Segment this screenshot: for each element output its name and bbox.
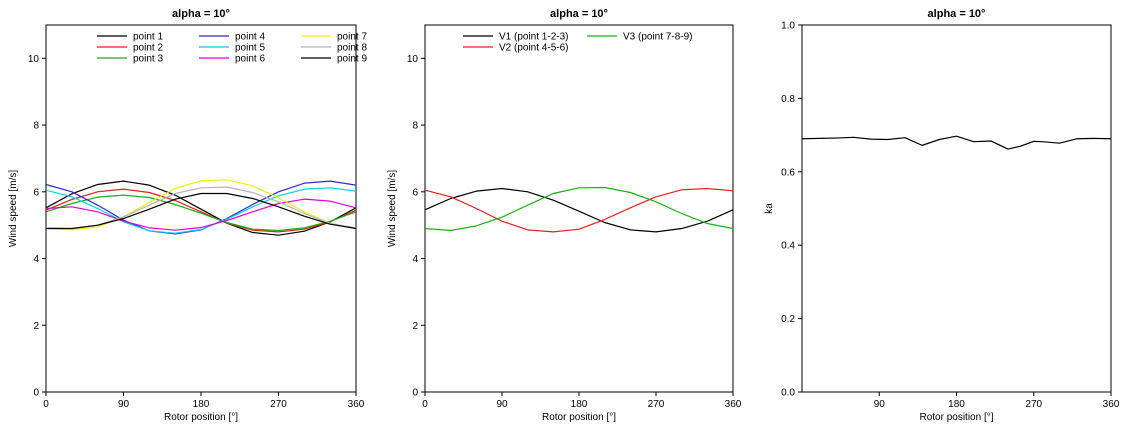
x-tick-label: 360: [725, 399, 742, 410]
series-line-point-9: [46, 192, 356, 230]
y-tick-label: 0.6: [781, 167, 795, 178]
y-tick-label: 6: [412, 187, 418, 198]
x-tick-label: 180: [193, 399, 210, 410]
legend-label: point 1: [133, 32, 163, 43]
legend-label: point 9: [337, 54, 367, 65]
chart-title: alpha = 10°: [550, 8, 608, 20]
x-axis-label: Rotor position [°]: [542, 412, 616, 423]
series-line-v3-point-7-8-9: [425, 186, 733, 232]
x-axis-label: Rotor position [°]: [919, 412, 993, 423]
y-tick-label: 0: [33, 388, 39, 399]
chart-title: alpha = 10°: [928, 8, 986, 20]
y-tick-label: 10: [407, 54, 419, 65]
y-tick-label: 2: [33, 321, 39, 332]
y-tick-label: 0.8: [781, 94, 795, 105]
x-tick-label: 270: [648, 399, 665, 410]
legend-label: point 8: [337, 43, 367, 54]
y-axis-label: Wind speed [m/s]: [8, 170, 19, 247]
y-tick-label: 8: [412, 121, 418, 132]
y-tick-label: 0.2: [781, 314, 795, 325]
x-tick-label: 270: [270, 399, 287, 410]
y-tick-label: 4: [33, 254, 39, 265]
legend-label: point 2: [133, 43, 163, 54]
y-tick-label: 8: [33, 121, 39, 132]
x-tick-label: 0: [43, 399, 49, 410]
series-line-v1-point-1-2-3: [425, 187, 733, 233]
series-line-point-2: [46, 188, 356, 233]
y-tick-label: 4: [412, 254, 418, 265]
plot-area-frame: [801, 24, 1112, 393]
legend-label: point 3: [133, 54, 163, 65]
legend-label: point 4: [235, 32, 265, 43]
series-line-point-1: [46, 180, 356, 236]
series-line-point-3: [46, 194, 356, 232]
y-axis-label: Wind speed [m/s]: [387, 170, 398, 247]
x-tick-label: 270: [1025, 399, 1042, 410]
x-tick-label: 90: [496, 399, 508, 410]
legend-label: point 5: [235, 43, 265, 54]
x-tick-label: 90: [874, 399, 886, 410]
x-tick-label: 180: [948, 399, 965, 410]
y-tick-label: 1.0: [781, 21, 795, 32]
y-tick-label: 0: [412, 388, 418, 399]
x-tick-label: 360: [1103, 399, 1120, 410]
chart-panel-blade-speeds: alpha = 10° 0 90 180 270 360 0 2 4 6 8 10 Rotor posi…: [387, 8, 742, 423]
x-tick-label: 180: [571, 399, 588, 410]
x-tick-label: 0: [422, 399, 428, 410]
plot-area-frame: [424, 24, 734, 393]
legend-label: V2 (point 4-5-6): [499, 43, 568, 54]
y-tick-label: 0.4: [781, 241, 795, 252]
legend-label: V3 (point 7-8-9): [623, 32, 692, 43]
y-tick-label: 10: [28, 54, 40, 65]
chart-panel-point-speeds: alpha = 10° 0 90 180 270 360 0 2 4 6 8 10 Rotor posi…: [8, 8, 367, 423]
y-tick-label: 2: [412, 321, 418, 332]
legend-label: point 6: [235, 54, 265, 65]
y-axis-label: ka: [764, 203, 775, 214]
x-axis-label: Rotor position [°]: [164, 412, 238, 423]
series-line-ka: [802, 135, 1111, 150]
chart-title: alpha = 10°: [172, 8, 230, 20]
legend-label: point 7: [337, 32, 367, 43]
series-line-point-7: [46, 179, 356, 231]
y-tick-label: 0.0: [781, 388, 795, 399]
series-line-point-5: [46, 187, 356, 234]
x-tick-label: 360: [348, 399, 365, 410]
y-tick-label: 6: [33, 187, 39, 198]
chart-panel-ka: alpha = 10° 90 180 270 360 0.0 0.2 0.4 0.6 0.8 1.0…: [764, 8, 1120, 423]
series-line-v2-point-4-5-6: [425, 187, 733, 233]
series-line-point-6: [46, 198, 356, 231]
x-tick-label: 90: [118, 399, 130, 410]
legend-label: V1 (point 1-2-3): [499, 32, 568, 43]
